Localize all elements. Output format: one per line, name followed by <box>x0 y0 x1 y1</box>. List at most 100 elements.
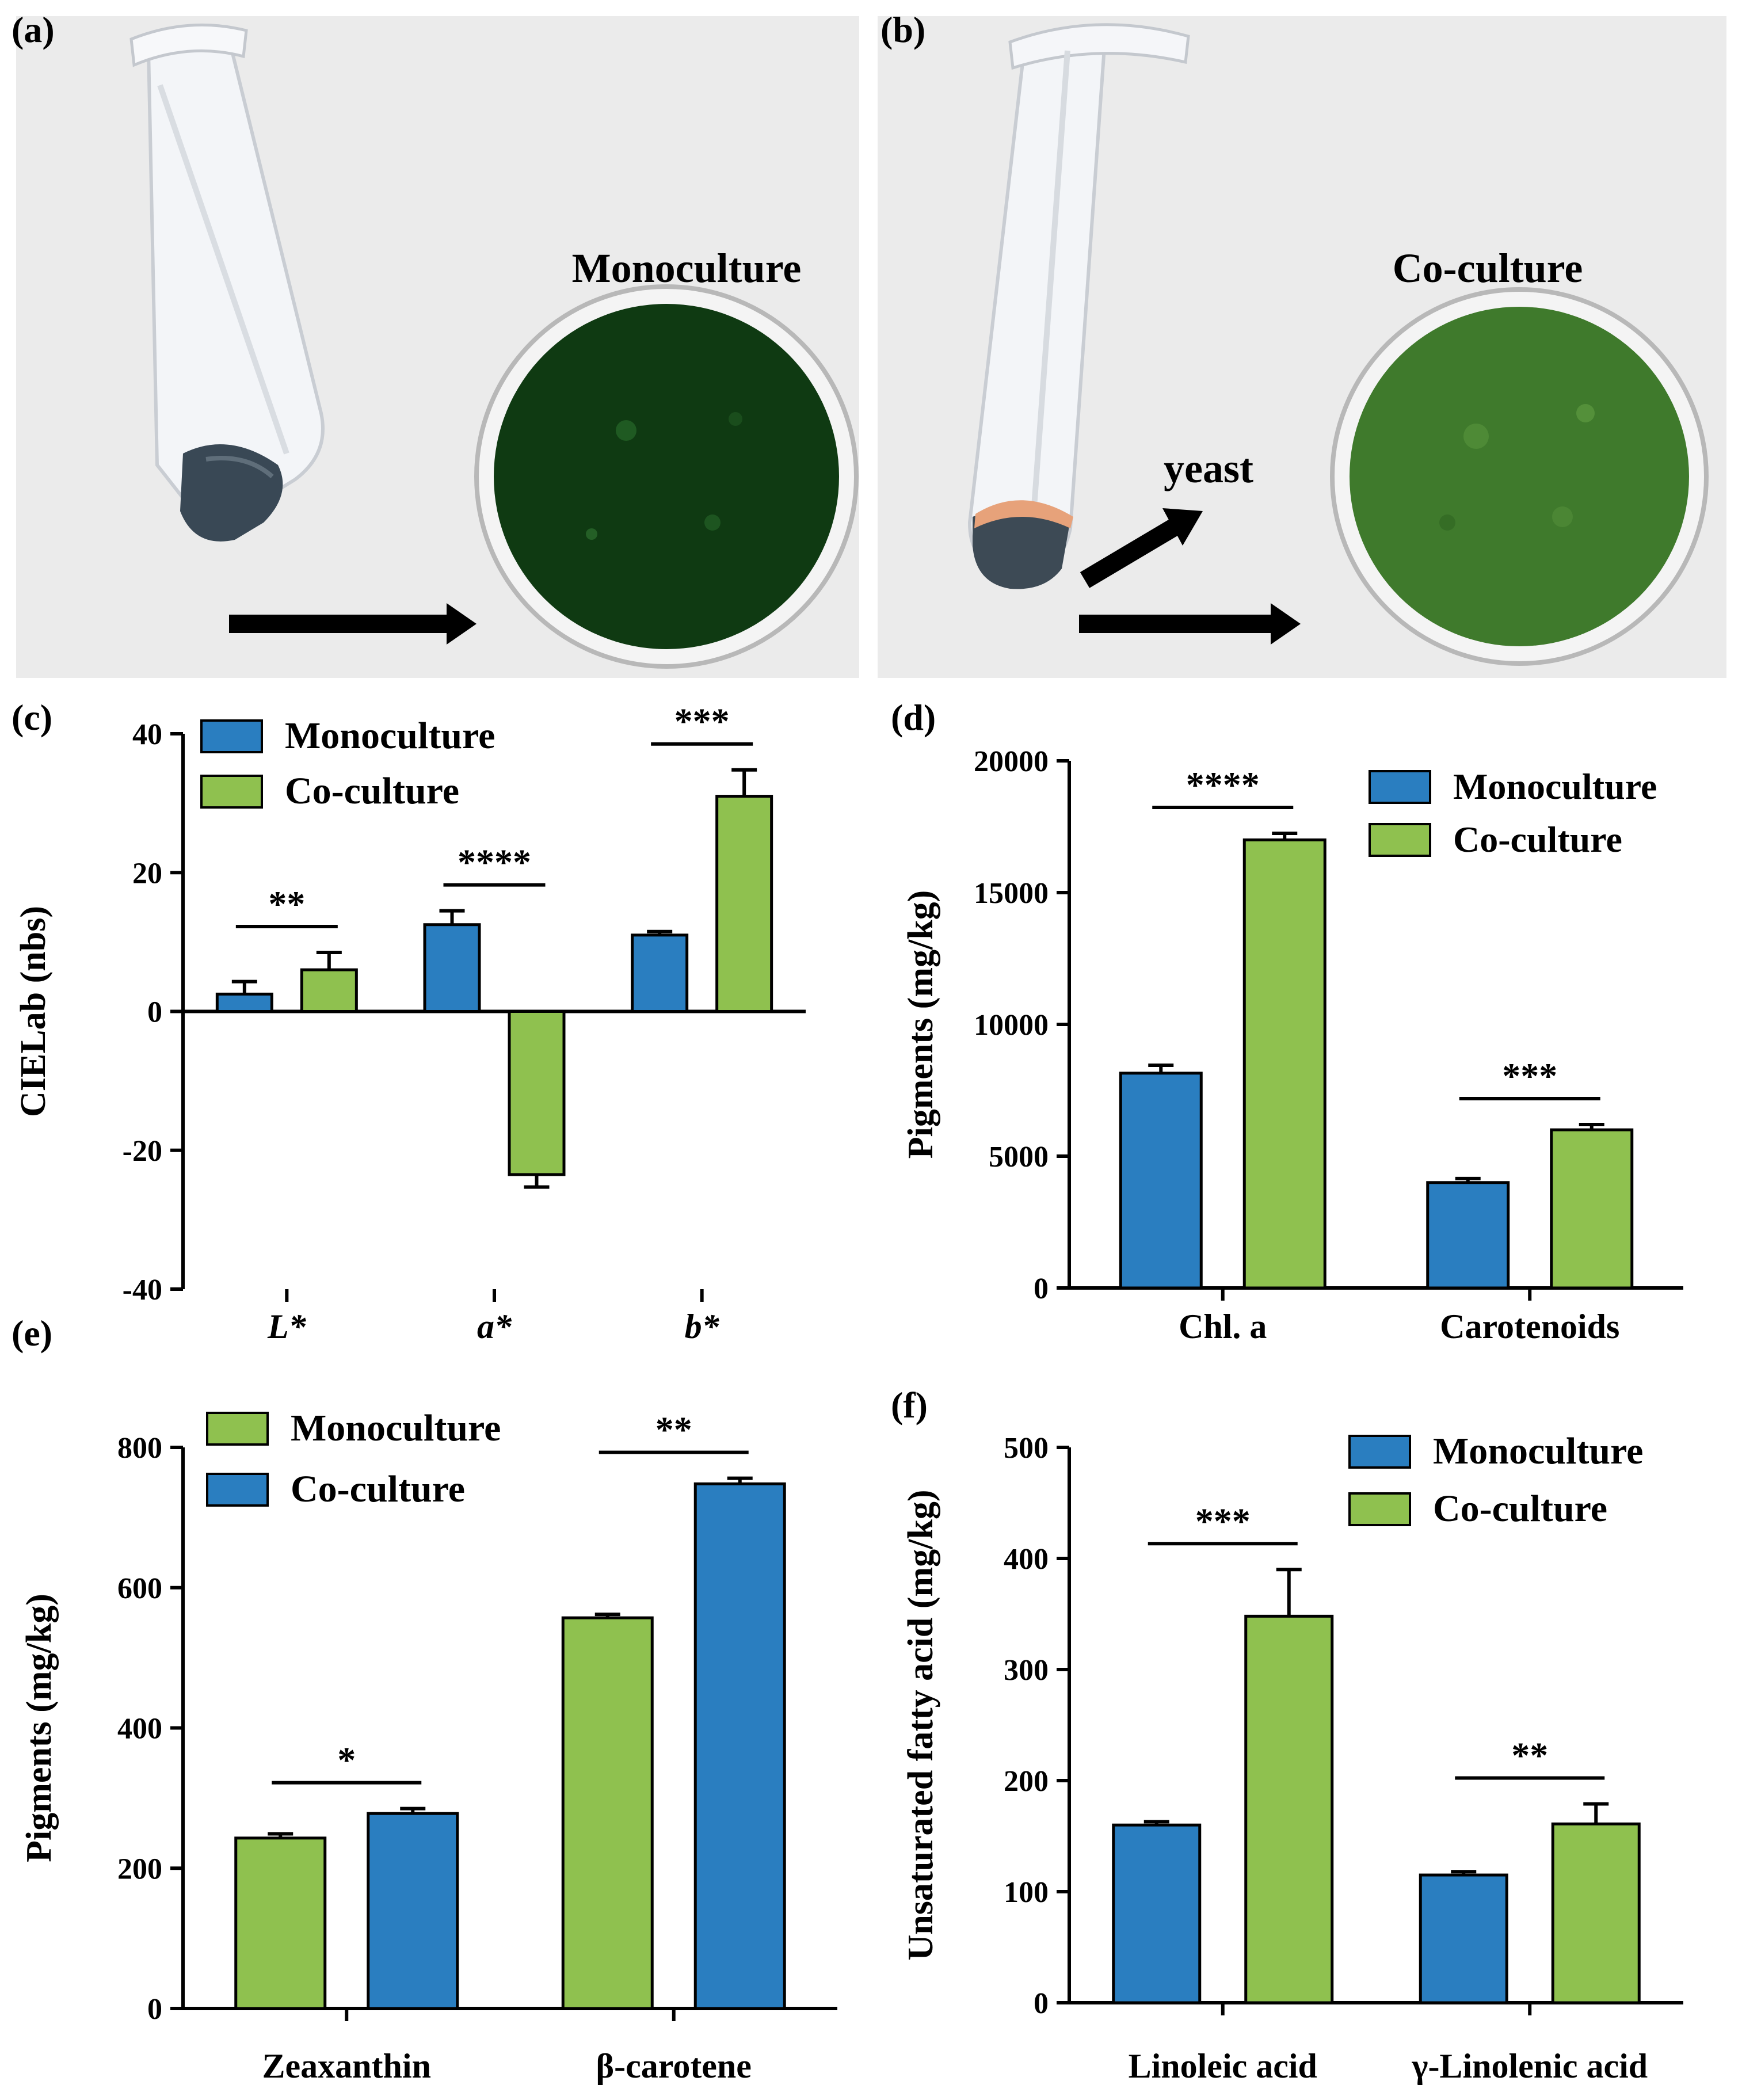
y-tick-label: 0 <box>1034 1272 1049 1305</box>
y-axis-label: Pigments (mg/kg) <box>20 1594 59 1862</box>
y-axis-label: Unsaturated fatty acid (mg/kg) <box>901 1490 940 1961</box>
dish-monoculture <box>474 284 859 669</box>
y-tick-label: 0 <box>1034 1987 1049 2020</box>
legend-swatch <box>200 775 263 809</box>
bar-monoculture <box>1419 1873 1508 2004</box>
arrow-b <box>1079 603 1301 645</box>
legend-swatch <box>206 1473 269 1507</box>
arrow-a <box>229 603 477 645</box>
legend-swatch <box>206 1412 269 1446</box>
x-tick-label: Zeaxanthin <box>262 2047 431 2085</box>
chart-f: 0 100 200 300 400 500 Unsaturated fatty acid (… <box>901 1430 1683 2085</box>
y-tick-label: 200 <box>1004 1765 1049 1798</box>
y-tick-label: 800 <box>117 1432 162 1465</box>
significance-label: *** <box>674 701 730 742</box>
y-tick-label: 0 <box>147 996 162 1029</box>
bar-co-culture <box>715 795 773 1013</box>
y-tick-label: -20 <box>123 1135 162 1168</box>
legend-label: Co-culture <box>1453 819 1622 860</box>
y-tick-label: 500 <box>1004 1432 1049 1465</box>
panel-letter-f: (f) <box>891 1385 928 1426</box>
x-tick-label: a* <box>477 1308 512 1346</box>
legend-label: Monoculture <box>285 715 495 757</box>
chart-e: 0 200 400 600 800 Pigments (mg/kg) Zeaxanthin *… <box>20 1407 837 2085</box>
panel-letter-c: (c) <box>12 697 53 738</box>
bar-monoculture <box>1119 1072 1203 1290</box>
significance-label: **** <box>458 842 531 883</box>
x-tick-label: γ-Linolenic acid <box>1411 2047 1648 2085</box>
x-tick-label: Linoleic acid <box>1129 2047 1317 2085</box>
bar-co-culture <box>508 1010 566 1176</box>
bar-monoculture <box>215 992 273 1013</box>
y-tick-label: 20000 <box>974 745 1049 778</box>
y-axis-label: CIELab (nbs) <box>14 906 53 1117</box>
photo-b-drawing: yeast Co-culture <box>878 16 1726 678</box>
tube-b <box>967 23 1190 589</box>
x-tick-label: Carotenoids <box>1440 1308 1619 1346</box>
legend-label: Co-culture <box>291 1468 465 1510</box>
chart-c: -40 -20 0 20 40 CIELab (nbs) L* ** a* **** b* *** Mo… <box>14 701 806 1346</box>
bar-co-culture <box>1244 1614 1334 2004</box>
legend-swatch <box>200 719 263 753</box>
legend-label: Monoculture <box>291 1407 501 1449</box>
dish-coculture <box>1330 287 1709 666</box>
y-tick-label: 200 <box>117 1853 162 1885</box>
y-tick-label: 10000 <box>974 1009 1049 1042</box>
legend-swatch <box>1348 1492 1411 1526</box>
bar-co-culture <box>300 968 358 1013</box>
chart-d: 0 5000 10000 15000 20000 Pigments (mg/kg) Chl.… <box>901 745 1683 1346</box>
bar-co-culture <box>1550 1128 1634 1290</box>
significance-label: *** <box>1195 1500 1251 1541</box>
y-tick-label: 40 <box>132 718 162 751</box>
bar-monoculture <box>631 933 689 1013</box>
bar-co-culture <box>1551 1822 1641 2004</box>
arrow-b-yeast <box>1080 508 1203 588</box>
panel-letter-d: (d) <box>891 697 936 738</box>
y-tick-label: 100 <box>1004 1876 1049 1909</box>
legend-label: Co-culture <box>1433 1488 1607 1530</box>
photo-panel-a: Monoculture <box>16 16 859 678</box>
y-tick-label: 400 <box>1004 1543 1049 1576</box>
legend-swatch <box>1369 823 1431 857</box>
y-tick-label: 600 <box>117 1572 162 1605</box>
photo-panel-b: yeast Co-culture <box>878 16 1726 678</box>
x-tick-label: Chl. a <box>1179 1308 1267 1346</box>
y-tick-label: 15000 <box>974 877 1049 910</box>
legend-label: Co-culture <box>285 770 459 812</box>
panel-letter-a: (a) <box>12 9 55 50</box>
bar-co-culture <box>693 1482 786 2010</box>
y-tick-label: 5000 <box>989 1141 1049 1173</box>
significance-label: **** <box>1186 764 1260 805</box>
y-tick-label: 400 <box>117 1713 162 1745</box>
panel-letter-e: (e) <box>12 1313 53 1354</box>
y-tick-label: -40 <box>123 1274 162 1306</box>
significance-label: ** <box>655 1409 692 1450</box>
bar-monoculture <box>1426 1181 1510 1290</box>
photo-label-monoculture: Monoculture <box>572 245 802 291</box>
x-tick-label: b* <box>685 1308 720 1346</box>
legend-swatch <box>1348 1435 1411 1469</box>
legend-label: Monoculture <box>1433 1430 1643 1472</box>
y-tick-label: 300 <box>1004 1654 1049 1687</box>
bar-monoculture <box>1112 1823 1202 2004</box>
significance-label: ** <box>268 883 305 924</box>
photo-a-drawing: Monoculture <box>16 16 859 678</box>
y-tick-label: 0 <box>147 1993 162 2026</box>
significance-label: ** <box>1511 1735 1548 1776</box>
bar-co-culture <box>367 1812 459 2010</box>
panel-letter-b: (b) <box>880 9 926 50</box>
legend-swatch <box>1369 770 1431 804</box>
bar-monoculture <box>234 1836 327 2010</box>
bar-monoculture <box>561 1616 654 2010</box>
tube-a <box>129 23 325 542</box>
photo-label-coculture: Co-culture <box>1393 245 1583 291</box>
photo-label-yeast: yeast <box>1164 445 1253 491</box>
y-axis-label: Pigments (mg/kg) <box>901 890 940 1159</box>
x-tick-label: L* <box>267 1308 307 1346</box>
significance-label: *** <box>1502 1055 1557 1096</box>
legend-label: Monoculture <box>1453 766 1657 807</box>
y-tick-label: 20 <box>132 857 162 890</box>
x-tick-label: β-carotene <box>596 2047 752 2085</box>
bar-monoculture <box>423 923 481 1013</box>
